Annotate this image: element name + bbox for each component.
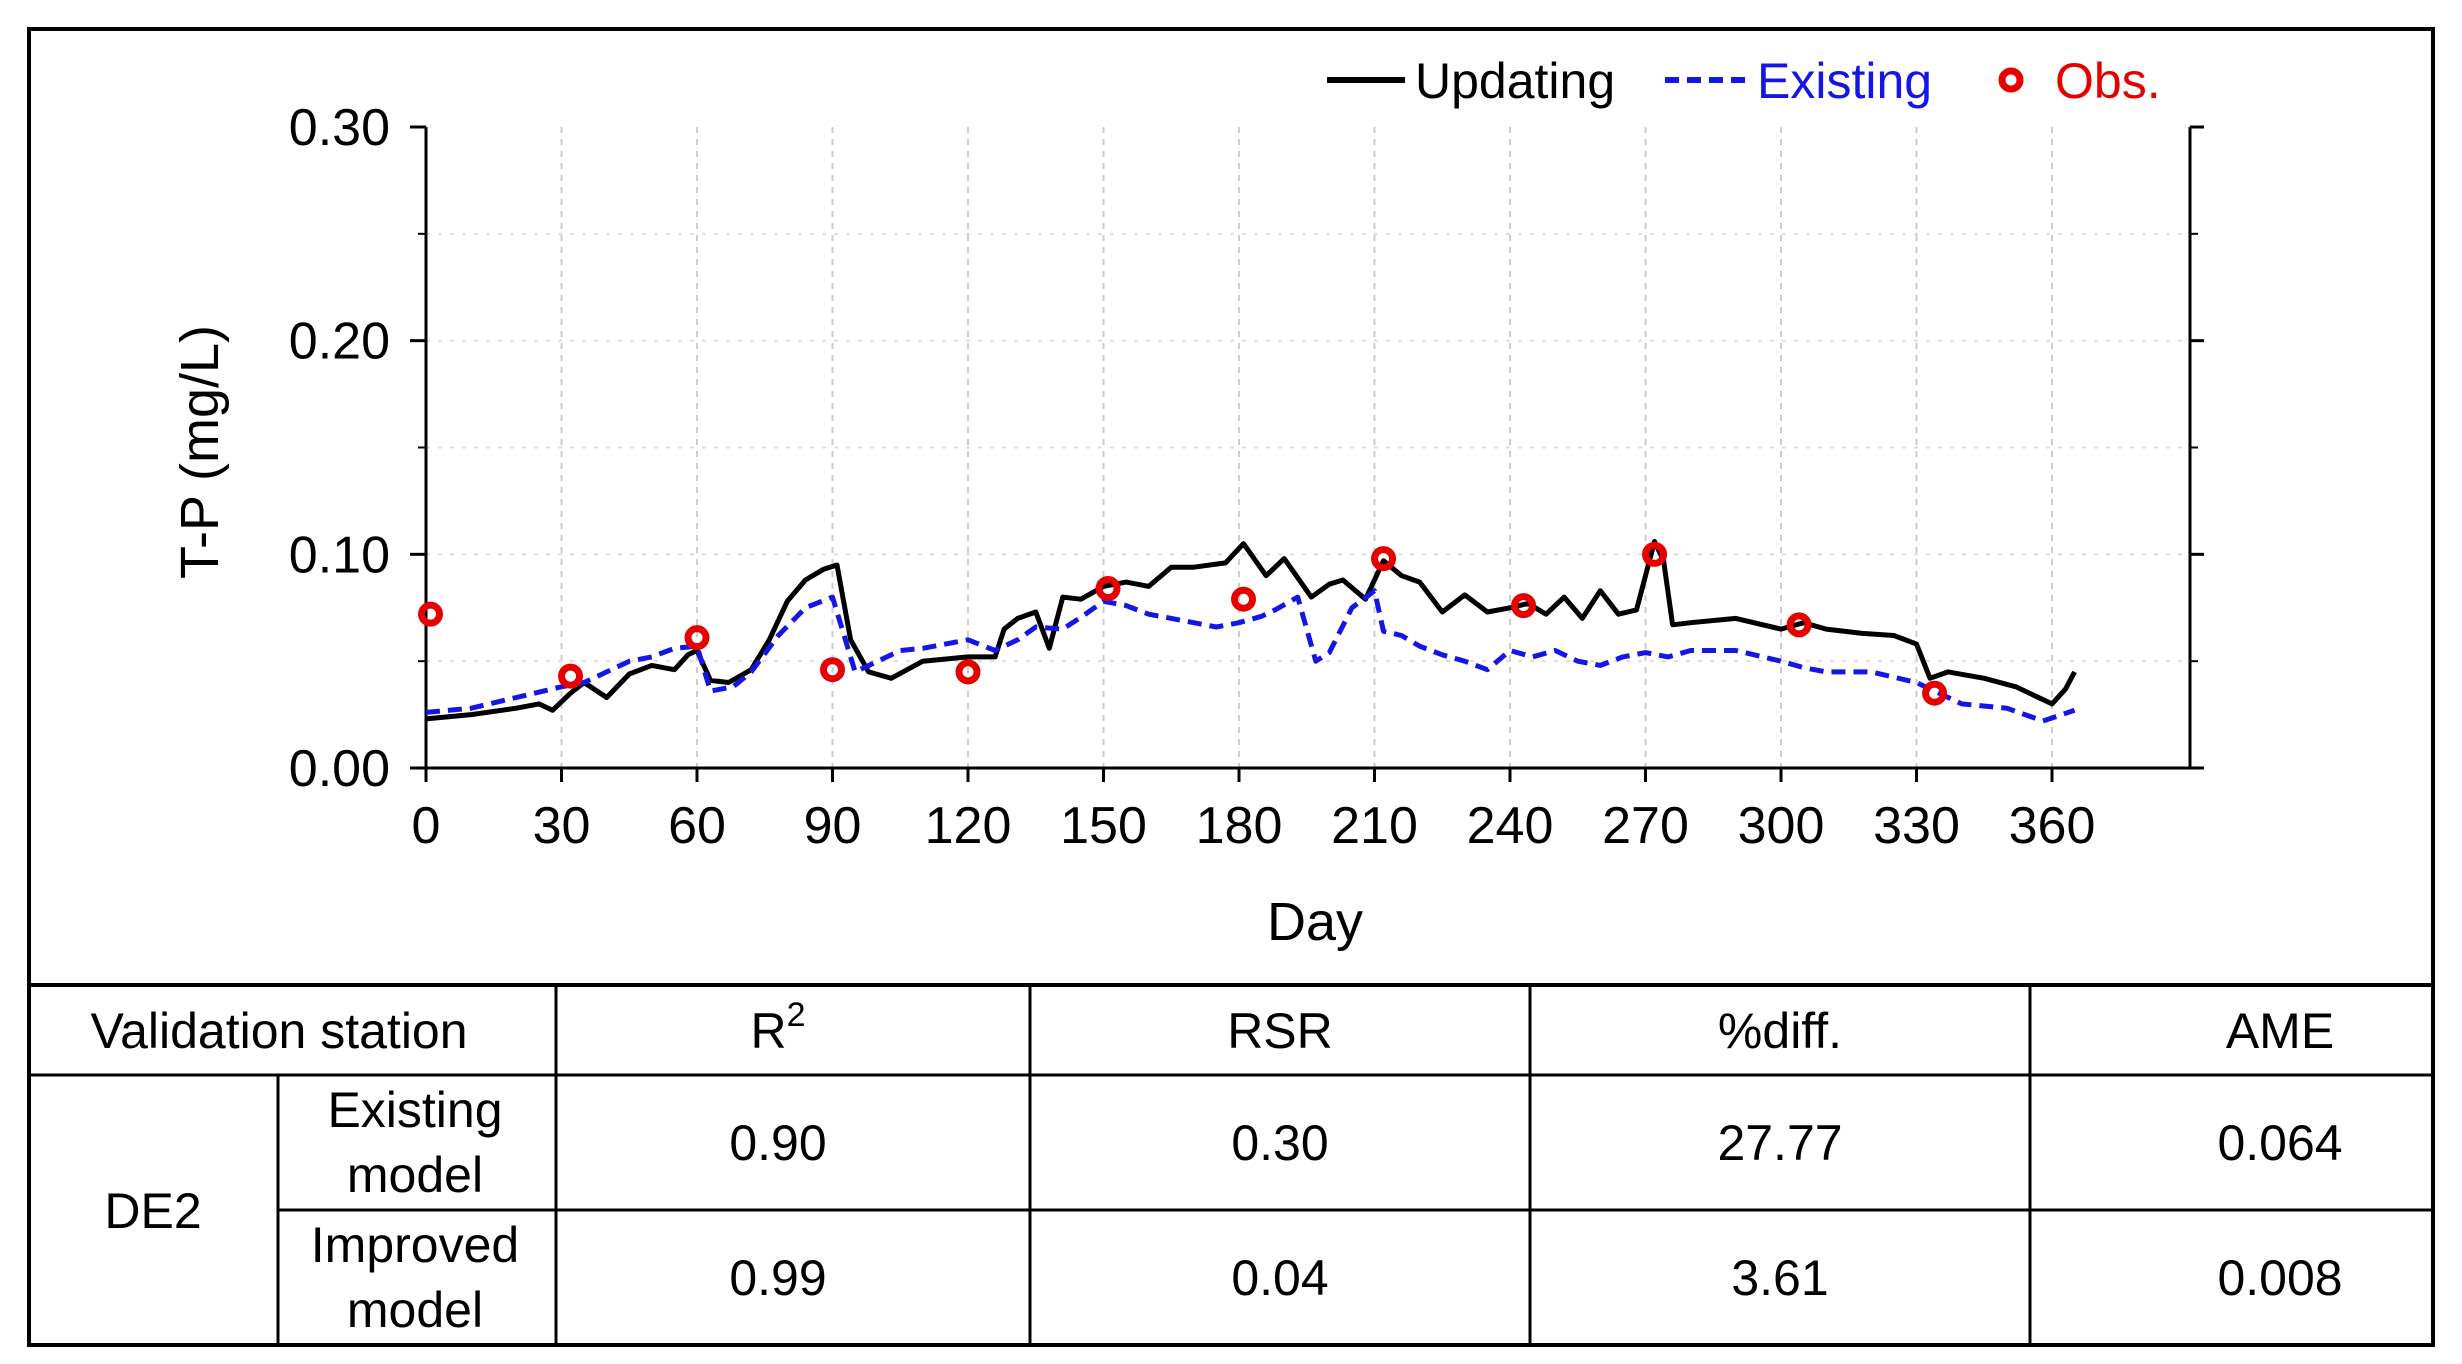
legend-obs-label: Obs. — [2055, 53, 2161, 109]
x-tick-label: 120 — [925, 797, 1012, 855]
observation-points — [418, 541, 1948, 706]
header-r2: R2 — [750, 996, 805, 1059]
row1-model-line2: model — [347, 1147, 483, 1203]
x-tick-label: 150 — [1060, 797, 1147, 855]
series-layer — [425, 539, 2077, 724]
row2-r2: 0.99 — [729, 1250, 826, 1306]
observation-point — [1095, 576, 1121, 602]
chart: 0 30 60 90 120 150 180 210 240 270 300 330 360 0.00 0.… — [170, 53, 2204, 952]
observation-point — [820, 657, 845, 683]
y-axis-title: T-P (mg/L) — [170, 325, 230, 579]
row2-model-line1: Improved — [311, 1217, 519, 1273]
header-r2-superscript: 2 — [787, 996, 806, 1034]
metrics-table: Validation station R2 RSR %diff. AME DE2… — [29, 985, 2433, 1345]
y-tick-label: 0.20 — [289, 313, 390, 371]
row1-model-line1: Existing — [327, 1082, 502, 1138]
observation-point — [1231, 586, 1257, 612]
legend-updating-label: Updating — [1415, 53, 1615, 109]
x-tick-label: 90 — [804, 797, 862, 855]
header-r2-base: R — [750, 1003, 786, 1059]
legend-existing-label: Existing — [1757, 53, 1932, 109]
figure-frame — [27, 27, 2435, 1347]
ticks: 0 30 60 90 120 150 180 210 240 270 300 330 360 0.00 0.… — [289, 99, 2204, 855]
x-tick-label: 30 — [533, 797, 591, 855]
observation-point — [1371, 546, 1397, 572]
observation-point — [1642, 541, 1668, 567]
y-tick-label: 0.10 — [289, 526, 390, 584]
header-rsr: RSR — [1227, 1003, 1333, 1059]
observation-point — [1511, 593, 1537, 619]
header-validation-station: Validation station — [90, 1003, 467, 1059]
legend-obs-marker — [1998, 67, 2024, 93]
x-tick-label: 360 — [2009, 797, 2096, 855]
x-tick-label: 60 — [668, 797, 726, 855]
series-line-existing — [425, 588, 2076, 724]
y-tick-label: 0.00 — [289, 740, 390, 798]
row1-diff: 27.77 — [1717, 1115, 1842, 1171]
x-axis-title: Day — [1267, 892, 1363, 952]
x-tick-label: 180 — [1196, 797, 1283, 855]
observation-point — [1922, 680, 1948, 706]
header-ame: AME — [2226, 1003, 2334, 1059]
header-diff: %diff. — [1718, 1003, 1842, 1059]
observation-point — [955, 659, 981, 685]
legend: Updating Existing Obs. — [1327, 53, 2161, 109]
x-tick-label: 330 — [1873, 797, 1960, 855]
row2-rsr: 0.04 — [1231, 1250, 1328, 1306]
x-tick-label: 0 — [412, 797, 441, 855]
x-tick-label: 300 — [1738, 797, 1825, 855]
x-tick-label: 270 — [1602, 797, 1689, 855]
row2-diff: 3.61 — [1731, 1250, 1828, 1306]
station-name: DE2 — [104, 1183, 201, 1239]
x-tick-label: 210 — [1331, 797, 1418, 855]
y-tick-label: 0.30 — [289, 99, 390, 157]
row1-ame: 0.064 — [2217, 1115, 2342, 1171]
series-line-updating — [425, 539, 2077, 722]
row1-rsr: 0.30 — [1231, 1115, 1328, 1171]
observation-point — [418, 601, 444, 627]
observation-point — [684, 625, 710, 651]
row2-ame: 0.008 — [2217, 1250, 2342, 1306]
row2-model-line2: model — [347, 1282, 483, 1338]
observation-point — [1786, 612, 1812, 638]
x-tick-label: 240 — [1467, 797, 1554, 855]
observation-point — [558, 663, 584, 689]
row1-r2: 0.90 — [729, 1115, 826, 1171]
